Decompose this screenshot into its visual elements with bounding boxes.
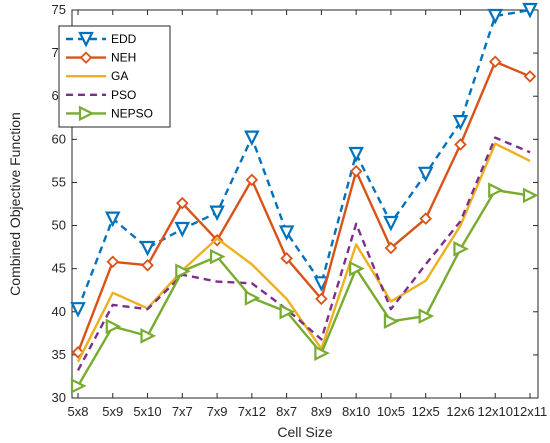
data-point-edd — [70, 302, 86, 318]
legend-item-nepso: NEPSO — [66, 105, 153, 122]
x-tick-label: 5x8 — [68, 404, 89, 419]
series-nepso — [70, 182, 539, 394]
x-tick-label: 8x7 — [276, 404, 297, 419]
data-point-edd — [139, 240, 156, 257]
x-axis-label: Cell Size — [277, 424, 332, 440]
x-tick-label: 7x12 — [238, 404, 266, 419]
data-point-neh — [454, 138, 467, 151]
legend-marker — [78, 31, 94, 48]
data-point-edd — [417, 166, 434, 183]
data-point-neh — [488, 55, 502, 69]
data-point-nepso — [314, 345, 330, 361]
data-point-neh — [384, 241, 398, 255]
y-tick-label: 75 — [52, 2, 66, 17]
x-tick-label: 8x10 — [342, 404, 370, 419]
data-point-edd — [104, 211, 121, 228]
y-tick-label: 50 — [52, 218, 66, 233]
data-point-neh — [280, 252, 293, 265]
data-point-neh — [141, 258, 154, 272]
x-axis-ticks: 5x8 5x9 5x10 7x7 7x9 7x12 8x7 8x9 8x10 10x5 12x5 12… — [68, 10, 547, 419]
data-point-neh — [349, 164, 363, 178]
x-tick-label: 12x5 — [412, 404, 440, 419]
legend-label: EDD — [111, 32, 137, 46]
data-point-neh — [315, 292, 328, 306]
legend-label: PSO — [111, 88, 136, 102]
legend-label: NEH — [111, 51, 136, 65]
data-point-nepso — [175, 263, 191, 280]
data-point-nepso — [453, 241, 469, 257]
data-point-edd — [348, 146, 364, 163]
data-point-nepso — [140, 328, 156, 344]
x-tick-label: 10x5 — [377, 404, 405, 419]
series-line-neh — [76, 60, 531, 353]
x-tick-label: 12x6 — [446, 404, 474, 419]
data-point-neh — [523, 70, 537, 83]
data-point-neh — [419, 212, 432, 225]
data-point-neh — [245, 173, 259, 187]
legend-item-neh: NEH — [66, 51, 136, 65]
series-pso — [76, 136, 531, 371]
data-point-edd — [174, 221, 191, 238]
legend-item-edd: EDD — [66, 31, 137, 48]
x-tick-label: 8x9 — [311, 404, 332, 419]
y-axis-label: Combined Objective Function — [7, 112, 23, 296]
series-neh — [71, 55, 537, 359]
series-edd — [70, 2, 538, 318]
x-tick-label: 12x11 — [513, 404, 547, 419]
data-point-nepso — [383, 313, 400, 330]
data-point-neh — [210, 233, 224, 247]
x-tick-label: 12x10 — [478, 404, 513, 419]
series-group — [70, 2, 539, 394]
data-point-nepso — [105, 318, 122, 335]
data-point-nepso — [244, 290, 261, 306]
legend-item-pso: PSO — [66, 88, 136, 102]
legend-label: GA — [111, 69, 128, 83]
y-tick-label: 60 — [52, 131, 66, 146]
data-point-nepso — [418, 308, 435, 324]
data-point-edd — [522, 2, 538, 19]
y-tick-label: 55 — [52, 174, 66, 189]
data-point-nepso — [70, 378, 87, 394]
data-point-edd — [244, 130, 260, 147]
data-point-neh — [106, 255, 120, 269]
data-point-edd — [383, 215, 399, 232]
data-point-edd — [278, 225, 295, 241]
x-tick-label: 7x7 — [172, 404, 193, 419]
data-point-edd — [209, 205, 225, 222]
data-point-nepso — [349, 260, 365, 277]
x-tick-label: 7x9 — [207, 404, 228, 419]
y-tick-label: 40 — [52, 304, 66, 319]
data-point-nepso — [279, 303, 296, 320]
legend-marker — [79, 51, 93, 64]
legend-label: NEPSO — [111, 106, 153, 120]
x-tick-label: 5x9 — [102, 404, 123, 419]
data-point-nepso — [488, 182, 504, 198]
data-point-neh — [176, 196, 189, 210]
series-line-pso — [76, 136, 531, 371]
data-point-edd — [452, 114, 469, 131]
legend-item-ga: GA — [66, 69, 128, 83]
legend: EDD NEH GA PSO NEPSO — [58, 25, 171, 128]
series-line-nepso — [76, 189, 531, 387]
data-point-nepso — [209, 248, 226, 265]
y-tick-label: 35 — [52, 347, 66, 362]
x-tick-label: 5x10 — [133, 404, 161, 419]
legend-marker — [78, 105, 95, 122]
y-tick-label: 30 — [52, 390, 66, 405]
data-point-edd — [487, 8, 504, 25]
data-point-nepso — [522, 187, 539, 204]
y-tick-label: 45 — [52, 261, 66, 276]
